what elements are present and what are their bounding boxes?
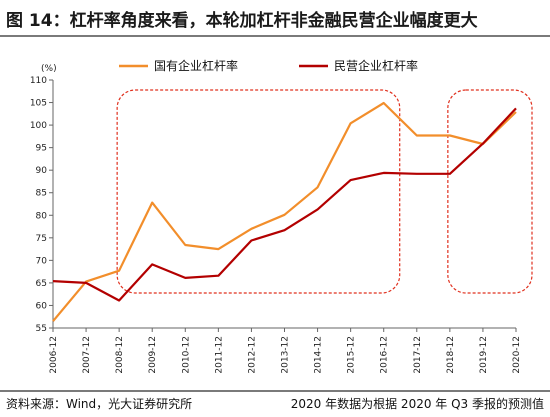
highlight-box <box>447 89 533 294</box>
highlight-ranges <box>116 89 533 294</box>
legend: 国有企业杠杆率 民营企业杠杆率 <box>119 58 418 73</box>
x-tick-label: 2007-12 <box>82 336 92 374</box>
x-tick-label: 2017-12 <box>413 336 423 374</box>
forecast-note: 2020 年数据为根据 2020 年 Q3 季报的预测值 <box>290 397 544 411</box>
axes: 55 60 65 70 75 80 85 90 95 100 105 110 2006-12 2007-1… <box>30 76 522 374</box>
x-tick-label: 2009-12 <box>148 336 158 374</box>
x-tick-label: 2012-12 <box>247 336 257 374</box>
line-chart: (%) 55 60 65 70 75 80 85 90 95 100 105 110 2006-12 20… <box>30 58 533 374</box>
x-tick-label: 2014-12 <box>314 336 324 374</box>
series-line-state-owned <box>52 101 517 322</box>
x-tick-label: 2008-12 <box>115 336 125 374</box>
x-tick-label: 2015-12 <box>347 336 357 374</box>
x-tick-label: 2019-12 <box>479 336 489 374</box>
x-tick-label: 2016-12 <box>380 336 390 374</box>
x-tick-label: 2010-12 <box>181 336 191 374</box>
y-tick-label: 80 <box>36 211 48 221</box>
title-divider <box>0 35 550 37</box>
y-tick-label: 110 <box>30 76 47 86</box>
y-tick-label: 95 <box>36 144 47 154</box>
y-tick-label: 75 <box>36 234 47 244</box>
highlight-box <box>116 89 401 294</box>
y-tick-label: 90 <box>36 166 48 176</box>
legend-label-private: 民营企业杠杆率 <box>334 58 418 73</box>
figure-title: 图 14：杠杆率角度来看，本轮加杠杆非金融民营企业幅度更大 <box>6 11 478 31</box>
y-tick-label: 65 <box>36 279 47 289</box>
y-tick-label: 60 <box>36 301 48 311</box>
legend-label-state-owned: 国有企业杠杆率 <box>154 58 238 73</box>
x-tick-label: 2013-12 <box>281 336 291 374</box>
y-tick-label: 100 <box>30 121 47 131</box>
x-tick-label: 2018-12 <box>446 336 456 374</box>
x-tick-label: 2006-12 <box>49 336 59 374</box>
footer-divider <box>0 390 550 392</box>
y-tick-label: 105 <box>30 99 47 109</box>
x-tick-label: 2011-12 <box>214 336 224 374</box>
series-lines <box>52 101 517 322</box>
y-unit-label: (%) <box>41 64 57 74</box>
y-tick-label: 55 <box>36 324 47 334</box>
series-line-private <box>52 107 517 302</box>
y-tick-label: 70 <box>36 256 48 266</box>
x-tick-label: 2020-12 <box>512 336 522 374</box>
source-note: 资料来源：Wind，光大证券研究所 <box>6 397 193 411</box>
y-tick-label: 85 <box>36 189 47 199</box>
